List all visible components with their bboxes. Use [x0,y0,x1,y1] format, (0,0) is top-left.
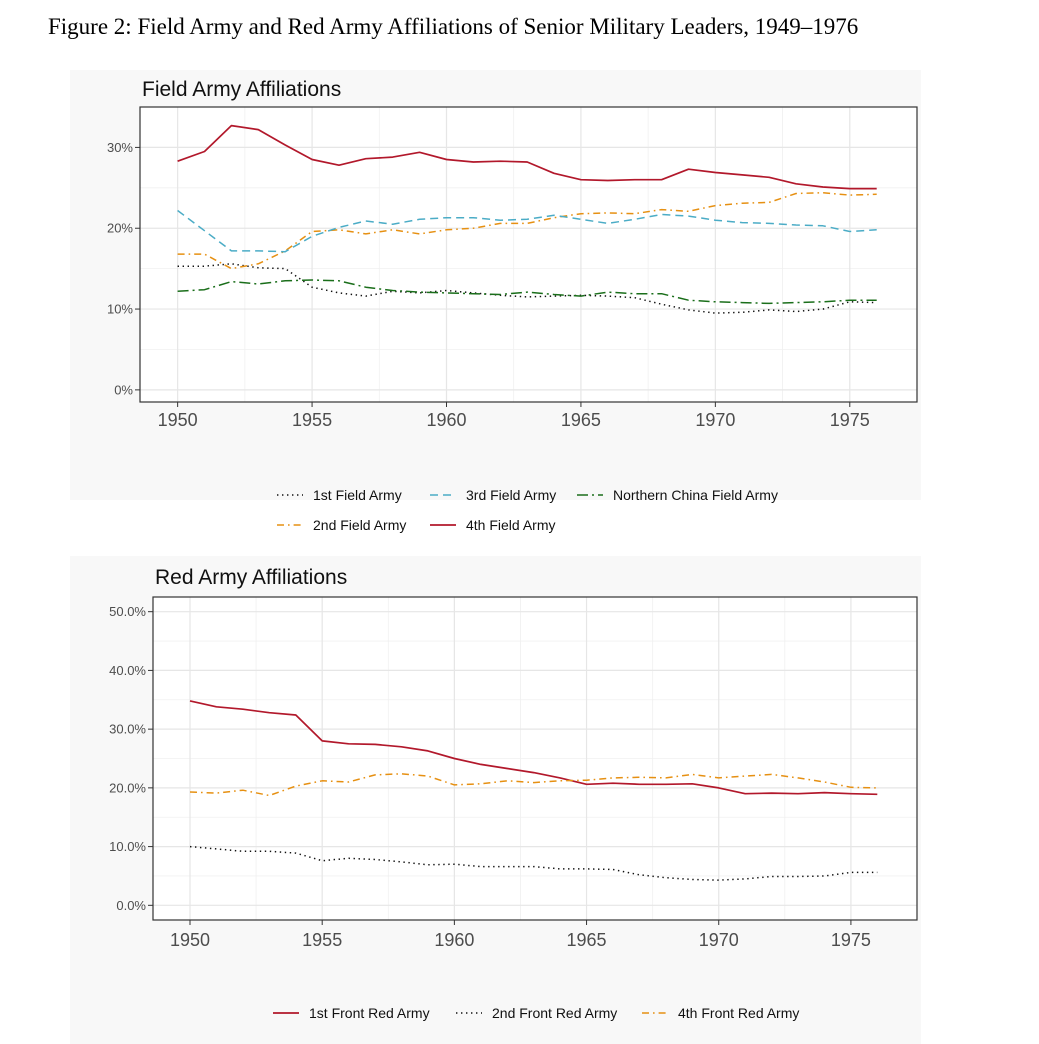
y-tick-label: 10% [107,302,133,317]
legend-label: Northern China Field Army [613,487,778,503]
legend-item: 2nd Field Army [277,517,406,533]
y-tick-label: 30% [107,140,133,155]
series-line-4th-field-army [177,124,877,190]
x-tick-label: 1950 [170,930,210,950]
x-tick-label: 1955 [292,410,332,430]
series-line-northern-china-field-army [177,279,877,305]
y-tick-label: 20% [107,221,133,236]
x-tick-label: 1975 [830,410,870,430]
legend: 1st Front Red Army 2nd Front Red Army 4th … [273,1005,799,1021]
series-line-1st-front-red-army [189,700,878,796]
x-tick-label: 1955 [302,930,342,950]
series-line-4th-front-red-army [189,773,878,797]
x-tick-label: 1960 [426,410,466,430]
y-tick-label: 0.0% [116,898,146,913]
legend-label: 2nd Front Red Army [492,1005,617,1021]
plot-area [140,107,917,402]
y-tick-label: 10.0% [109,839,146,854]
plot-border [152,596,918,921]
series-line-2nd-front-red-army [189,845,878,881]
x-tick-label: 1970 [695,410,735,430]
chart-title: Field Army Affiliations [142,78,341,101]
chart-panel-2: Red Army Affiliations 1950 1955 1960 1965 197… [70,556,921,1044]
y-tick-label: 0% [114,382,133,397]
legend: 1st Field Army 3rd Field Army Northern Chi… [277,487,778,533]
y-tick-label: 40.0% [109,663,146,678]
chart-panel-1: Field Army Affiliations 1950 1955 1960 1965 1… [70,70,921,533]
series-line-3rd-field-army [177,209,877,253]
legend-item: Northern China Field Army [577,487,778,503]
legend-label: 4th Field Army [466,517,555,533]
chart-title: Red Army Affiliations [155,566,347,589]
x-tick-label: 1965 [567,930,607,950]
y-tick-label: 20.0% [109,780,146,795]
legend-label: 2nd Field Army [313,517,406,533]
x-tick-label: 1975 [831,930,871,950]
x-tick-label: 1950 [158,410,198,430]
plot-border [139,106,918,403]
legend-item: 4th Field Army [430,517,555,533]
series-line-2nd-field-army [177,191,877,270]
legend-label: 1st Field Army [313,487,402,503]
legend-label: 1st Front Red Army [309,1005,430,1021]
legend-item: 4th Front Red Army [642,1005,799,1021]
figure-title: Figure 2: Field Army and Red Army Affili… [48,14,859,39]
x-tick-label: 1970 [699,930,739,950]
legend-item: 1st Front Red Army [273,1005,430,1021]
legend-label: 3rd Field Army [466,487,556,503]
legend-item: 3rd Field Army [430,487,556,503]
y-tick-label: 50.0% [109,604,146,619]
y-tick-label: 30.0% [109,722,146,737]
x-tick-label: 1960 [434,930,474,950]
x-tick-label: 1965 [561,410,601,430]
legend-label: 4th Front Red Army [678,1005,799,1021]
legend-item: 2nd Front Red Army [456,1005,617,1021]
legend-item: 1st Field Army [277,487,402,503]
